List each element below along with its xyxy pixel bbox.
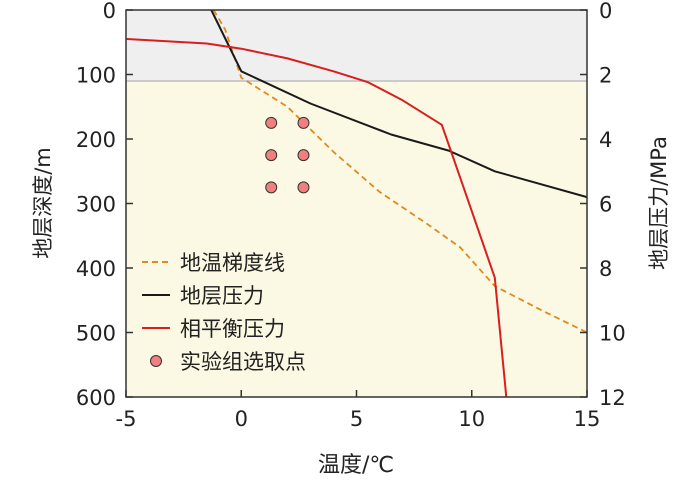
x-tick-label: 15 (574, 407, 601, 431)
y-right-tick-label: 2 (599, 64, 612, 88)
x-tick-label: 0 (235, 407, 248, 431)
y-right-tick-label: 0 (599, 0, 612, 23)
legend-label: 相平衡压力 (180, 317, 285, 341)
x-tick-label: -5 (116, 407, 137, 431)
series-layer (125, 9, 588, 398)
x-tick-label: 5 (350, 407, 363, 431)
ticks-layer: -5 0 5 10 15 0 100 200 300 400 500 600 0 2 4 6 8 10 12 (76, 0, 626, 431)
region-lower-zone (126, 80, 587, 397)
series-line-2 (125, 38, 508, 398)
series-line-0 (212, 9, 588, 334)
y-left-tick-label: 0 (103, 0, 116, 23)
y-right-tick-label: 12 (599, 386, 626, 410)
y-left-tick-label: 300 (76, 193, 116, 217)
marker-point (297, 181, 310, 194)
marker-point (265, 149, 278, 162)
y-left-tick-label: 500 (76, 322, 116, 346)
legend-swatch-marker (150, 355, 162, 367)
y-right-tick-label: 4 (599, 128, 612, 152)
series-line-1 (210, 9, 588, 199)
y-axis-left-label: 地层深度/m (31, 147, 55, 259)
marker-point (265, 181, 278, 194)
marker-point (265, 116, 278, 129)
x-tick-label: 10 (458, 407, 485, 431)
y-left-tick-label: 200 (76, 128, 116, 152)
legend-label: 地温梯度线 (180, 251, 285, 275)
marker-point (297, 149, 310, 162)
y-left-tick-label: 100 (76, 64, 116, 88)
y-right-tick-label: 8 (599, 257, 612, 281)
background-regions (126, 10, 587, 397)
legend-label: 地层压力 (180, 284, 264, 308)
y-right-tick-label: 10 (599, 322, 626, 346)
legend-label: 实验组选取点 (180, 350, 306, 374)
y-left-tick-label: 400 (76, 257, 116, 281)
marker-point (297, 116, 310, 129)
y-right-tick-label: 6 (599, 193, 612, 217)
x-axis-label: 温度/℃ (318, 453, 394, 478)
y-axis-right-label: 地层压力/MPa (647, 136, 671, 270)
region-upper-zone (126, 10, 587, 81)
y-left-tick-label: 600 (76, 386, 116, 410)
